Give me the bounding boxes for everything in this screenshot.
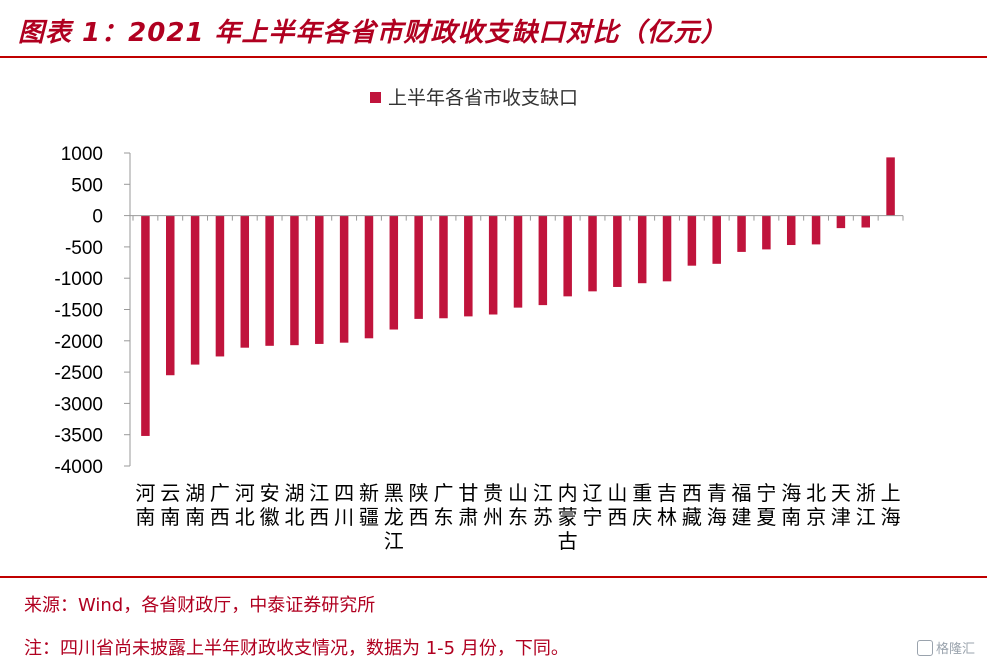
bar (563, 215, 572, 297)
y-tick-label: -2500 (54, 363, 103, 384)
category-label: 新疆 (359, 481, 379, 529)
bar (265, 215, 274, 346)
category-label: 西藏 (682, 481, 702, 529)
bar (290, 215, 299, 346)
category-label: 北京 (806, 481, 826, 529)
category-label: 湖南 (185, 481, 205, 529)
y-tick-label: -500 (65, 238, 103, 259)
bar (737, 215, 746, 252)
bar (687, 215, 697, 266)
category-label: 海南 (781, 481, 801, 529)
category-label: 山东 (508, 481, 528, 529)
category-label: 云南 (160, 481, 180, 529)
category-label: 黑龙江 (384, 481, 404, 553)
y-tick-label: -3000 (54, 394, 103, 415)
category-label: 湖北 (284, 481, 304, 529)
category-label: 广西 (210, 481, 230, 529)
bar (190, 215, 200, 365)
figure-title: 图表 1：2021 年上半年各省市财政收支缺口对比（亿元） (18, 18, 728, 48)
bar (141, 215, 150, 436)
category-label: 江西 (309, 481, 329, 529)
chart-legend: 上半年各省市收支缺口 (370, 87, 578, 109)
watermark: 格隆汇 (916, 638, 975, 657)
y-tick-label: -1500 (54, 301, 103, 322)
bar (513, 215, 523, 308)
bar (836, 215, 846, 229)
watermark-logo-icon (916, 640, 933, 656)
category-label: 甘肃 (458, 481, 478, 529)
category-label: 天津 (831, 481, 851, 529)
category-label: 吉林 (657, 481, 677, 529)
bar (637, 215, 647, 284)
bar (389, 215, 399, 330)
bar (886, 157, 895, 216)
category-label: 陕西 (409, 481, 429, 529)
bar (315, 215, 324, 344)
category-label: 内蒙古 (558, 481, 578, 553)
bar-chart: 上半年各省市收支缺口 1000 500 0 -500 -1000 -1500 -2000 -2… (54, 87, 904, 553)
category-label: 贵州 (483, 481, 503, 529)
category-label: 青海 (707, 481, 727, 529)
category-label: 山西 (607, 481, 627, 529)
category-label: 广东 (433, 481, 453, 529)
y-tick-label: -4000 (54, 457, 103, 478)
category-label: 安徽 (260, 481, 280, 529)
bottom-rule (0, 576, 987, 578)
bars (141, 157, 895, 436)
y-tick-label: -2000 (54, 332, 103, 353)
top-rule (0, 56, 987, 58)
category-label: 重庆 (632, 481, 652, 529)
bar (762, 215, 771, 250)
category-label: 四川 (334, 481, 354, 529)
y-tick-label: 0 (92, 207, 103, 228)
category-label: 河南 (135, 481, 155, 529)
y-tick-label: 1000 (61, 144, 103, 165)
y-axis: 1000 500 0 -500 -1000 -1500 -2000 -2500 -3000 -35… (54, 144, 131, 478)
y-tick-label: -3500 (54, 426, 103, 447)
bar (538, 215, 548, 306)
category-label: 江苏 (533, 481, 553, 529)
bar (811, 215, 821, 245)
category-label: 宁夏 (756, 481, 776, 529)
category-label: 辽宁 (583, 481, 603, 529)
footnote: 注：四川省尚未披露上半年财政收支情况，数据为 1-5 月份，下同。 (24, 638, 569, 659)
x-axis (130, 215, 904, 221)
bar (215, 215, 225, 357)
bar (662, 215, 672, 282)
legend-swatch (370, 92, 381, 103)
y-tick-label: 500 (71, 175, 103, 196)
bar (166, 215, 175, 376)
source-note: 来源：Wind，各省财政厅，中泰证券研究所 (24, 595, 376, 616)
category-label: 浙江 (856, 481, 876, 529)
category-label: 河北 (235, 481, 255, 529)
legend-label: 上半年各省市收支缺口 (388, 87, 578, 109)
bar (364, 215, 374, 339)
bar (339, 215, 349, 343)
bar (240, 215, 250, 348)
y-tick-label: -1000 (54, 269, 103, 290)
category-label: 上海 (881, 481, 901, 529)
bar (613, 215, 622, 287)
category-labels: 河南云南湖南广西河北安徽湖北江西四川新疆黑龙江陕西广东甘肃贵州山东江苏内蒙古辽宁… (135, 481, 900, 553)
bar (712, 215, 721, 264)
bar (439, 215, 448, 319)
category-label: 福建 (732, 481, 752, 529)
watermark-text: 格隆汇 (935, 642, 975, 657)
bar (861, 215, 870, 228)
bar (786, 215, 796, 246)
bar (488, 215, 498, 315)
bar (464, 215, 473, 317)
bar (414, 215, 423, 319)
bar (588, 215, 597, 292)
